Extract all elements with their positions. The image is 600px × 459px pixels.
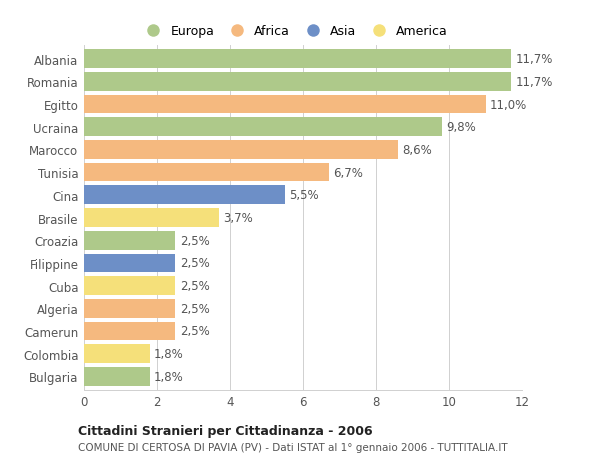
Bar	[84, 163, 329, 182]
Text: 5,5%: 5,5%	[289, 189, 319, 202]
Bar	[84, 231, 175, 250]
Text: 8,6%: 8,6%	[402, 144, 432, 157]
Text: 1,8%: 1,8%	[154, 347, 184, 360]
Bar	[84, 50, 511, 69]
Bar	[84, 141, 398, 159]
Text: 6,7%: 6,7%	[333, 166, 363, 179]
Bar	[84, 277, 175, 295]
Bar	[84, 209, 219, 227]
Text: 1,8%: 1,8%	[154, 370, 184, 383]
Text: 3,7%: 3,7%	[223, 212, 253, 224]
Legend: Europa, Africa, Asia, America: Europa, Africa, Asia, America	[137, 21, 452, 42]
Text: Cittadini Stranieri per Cittadinanza - 2006: Cittadini Stranieri per Cittadinanza - 2…	[78, 425, 373, 437]
Text: 2,5%: 2,5%	[179, 302, 209, 315]
Text: 2,5%: 2,5%	[179, 257, 209, 270]
Text: 2,5%: 2,5%	[179, 325, 209, 338]
Bar	[84, 118, 442, 137]
Bar	[84, 95, 485, 114]
Text: 2,5%: 2,5%	[179, 234, 209, 247]
Text: 9,8%: 9,8%	[446, 121, 476, 134]
Text: COMUNE DI CERTOSA DI PAVIA (PV) - Dati ISTAT al 1° gennaio 2006 - TUTTITALIA.IT: COMUNE DI CERTOSA DI PAVIA (PV) - Dati I…	[78, 442, 508, 452]
Bar	[84, 322, 175, 341]
Text: 11,0%: 11,0%	[490, 98, 527, 111]
Bar	[84, 186, 285, 205]
Bar	[84, 299, 175, 318]
Text: 11,7%: 11,7%	[515, 76, 553, 89]
Bar	[84, 73, 511, 91]
Bar	[84, 254, 175, 273]
Bar	[84, 345, 150, 363]
Text: 11,7%: 11,7%	[515, 53, 553, 66]
Bar	[84, 367, 150, 386]
Text: 2,5%: 2,5%	[179, 280, 209, 292]
